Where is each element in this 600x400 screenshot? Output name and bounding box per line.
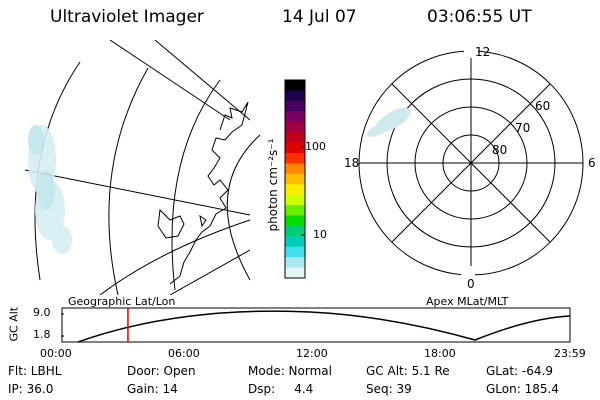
timeline-ytick-1_8: 1.8	[33, 328, 51, 341]
polar-aurora	[366, 107, 411, 137]
mlat-70-label: 70	[515, 121, 530, 135]
timeline-xtick-1: 06:00	[168, 347, 200, 360]
colorbar-stripe	[285, 163, 305, 175]
colorbar-stripe	[285, 132, 305, 144]
status-glat: GLat: -64.9	[486, 364, 553, 378]
latitude-arc	[108, 67, 149, 295]
mlat-80-label: 80	[492, 143, 507, 157]
colorbar-stripe	[285, 90, 305, 102]
longitude-line	[154, 40, 251, 121]
colorbar-tick-100: 100	[305, 140, 326, 153]
timeline-ytick-9: 9.0	[33, 306, 51, 319]
colorbar-stripe	[285, 225, 305, 237]
colorbar-stripe	[285, 173, 305, 185]
colorbar-stripe	[285, 246, 305, 258]
status-filter: Flt: LBHL	[8, 364, 62, 378]
latitude-arc	[171, 79, 221, 291]
instrument-title: Ultraviolet Imager	[50, 7, 204, 27]
colorbar-unit-label: photon cm⁻²s⁻¹	[266, 138, 280, 232]
polar-plot: 12 18 6 0 60 70 80	[344, 45, 596, 291]
status-glon: GLon: 185.4	[486, 382, 559, 396]
aurora-emission	[28, 125, 72, 254]
colorbar-tick-10: 10	[313, 228, 327, 241]
colorbar-stripe	[285, 121, 305, 133]
latitude-arc	[226, 134, 261, 281]
mlt-6-label: 6	[588, 156, 596, 170]
timeline-left-title: Geographic Lat/Lon	[68, 295, 176, 308]
timeline-xtick-2: 12:00	[296, 347, 328, 360]
timeline-xtick-3: 18:00	[424, 347, 456, 360]
colorbar-stripe	[285, 257, 305, 269]
timeline-xtick-0: 00:00	[40, 347, 72, 360]
status-dsp: Dsp: 4.4	[248, 382, 314, 396]
colorbar-stripe	[285, 236, 305, 248]
timeline-ylabel: GC Alt	[7, 306, 21, 342]
geographic-map	[24, 40, 261, 295]
mlt-18-label: 18	[344, 156, 359, 170]
colorbar-stripe	[285, 111, 305, 123]
coastline	[169, 101, 249, 285]
colorbar-stripe	[285, 215, 305, 227]
status-gain: Gain: 14	[127, 382, 178, 396]
date-label: 14 Jul 07	[282, 7, 357, 27]
altitude-curve	[77, 310, 571, 343]
coastline	[199, 214, 207, 228]
colorbar-stripe	[285, 100, 305, 112]
mlt-12-label: 12	[475, 45, 490, 59]
mlt-0-label: 0	[467, 277, 475, 291]
timeline-right-title: Apex MLat/MLT	[426, 295, 509, 308]
longitude-line	[109, 40, 231, 121]
colorbar-stripe	[285, 184, 305, 196]
timeline-xtick-4: 23:59	[554, 347, 586, 360]
colorbar-stripe	[285, 152, 305, 164]
colorbar-stripe	[285, 142, 305, 154]
longitude-line	[169, 249, 251, 295]
colorbar-stripe	[285, 80, 305, 91]
colorbar	[284, 79, 306, 279]
coastline	[157, 208, 185, 239]
colorbar-stripe	[285, 267, 305, 279]
longitude-line	[99, 219, 251, 295]
status-ip: IP: 36.0	[8, 382, 54, 396]
time-label: 03:06:55 UT	[427, 7, 532, 27]
timeline-plot	[61, 307, 571, 343]
status-mode: Mode: Normal	[248, 364, 332, 378]
colorbar-stripe	[285, 194, 305, 206]
mlat-60-label: 60	[535, 99, 550, 113]
status-door: Door: Open	[127, 364, 196, 378]
longitude-line	[24, 169, 251, 216]
colorbar-stripe	[285, 205, 305, 216]
status-seq: Seq: 39	[366, 382, 412, 396]
status-gc-alt: GC Alt: 5.1 Re	[366, 364, 450, 378]
